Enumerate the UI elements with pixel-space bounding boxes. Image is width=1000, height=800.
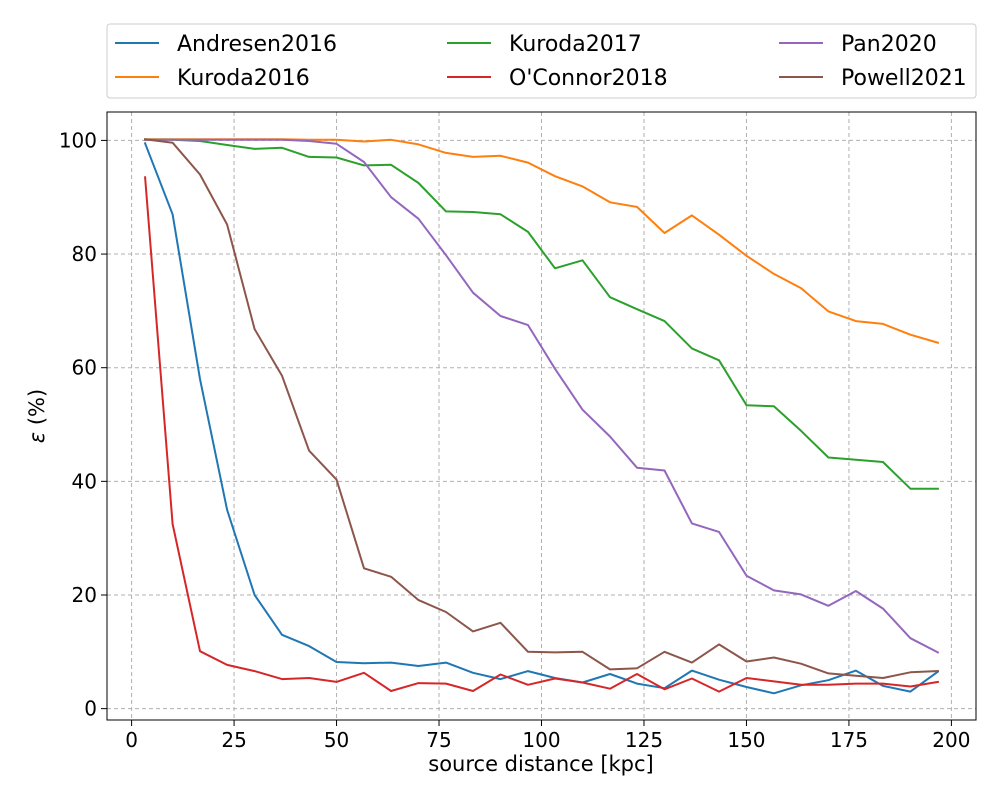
y-axis-label: ε (%) — [25, 389, 49, 443]
legend-label-andresen2016: Andresen2016 — [177, 32, 337, 57]
y-axis-label-symbol: ε — [25, 432, 49, 443]
x-tick-label: 200 — [932, 728, 970, 752]
y-tick-label: 0 — [84, 697, 97, 721]
series-line-pan2020 — [144, 138, 940, 654]
x-tick-label: 0 — [125, 728, 138, 752]
x-axis-label: source distance [kpc] — [428, 752, 654, 776]
x-tick-label: 25 — [221, 728, 246, 752]
y-tick-label: 40 — [72, 469, 97, 493]
legend-label-kuroda2017: Kuroda2017 — [509, 32, 642, 57]
series-lines — [143, 138, 940, 695]
grid — [107, 112, 976, 720]
axis-ticks: 0 25 50 75 100 125 150 175 200 0 20 40 60 80 100 — [59, 128, 971, 752]
y-tick-label: 20 — [72, 583, 97, 607]
legend-label-o-connor2018: O'Connor2018 — [509, 66, 668, 91]
x-tick-label: 50 — [324, 728, 349, 752]
y-axis-label-unit: (%) — [25, 389, 49, 432]
x-tick-label: 125 — [625, 728, 663, 752]
x-tick-label: 175 — [830, 728, 868, 752]
y-tick-label: 100 — [59, 128, 97, 152]
series-line-powell2021 — [143, 138, 939, 679]
y-tick-label: 60 — [72, 356, 97, 380]
legend-frame — [106, 23, 977, 99]
legend-label-pan2020: Pan2020 — [841, 32, 937, 57]
legend-label-kuroda2016: Kuroda2016 — [177, 66, 310, 91]
legend-label-powell2021: Powell2021 — [841, 66, 967, 91]
legend: Andresen2016 Kuroda2016 Kuroda2017 O'Connor… — [106, 23, 977, 99]
y-tick-label: 80 — [72, 242, 97, 266]
x-tick-label: 75 — [426, 728, 451, 752]
series-line-o-connor2018 — [144, 176, 940, 693]
series-line-kuroda2017 — [144, 138, 939, 490]
x-tick-label: 100 — [522, 728, 560, 752]
x-tick-label: 150 — [727, 728, 765, 752]
